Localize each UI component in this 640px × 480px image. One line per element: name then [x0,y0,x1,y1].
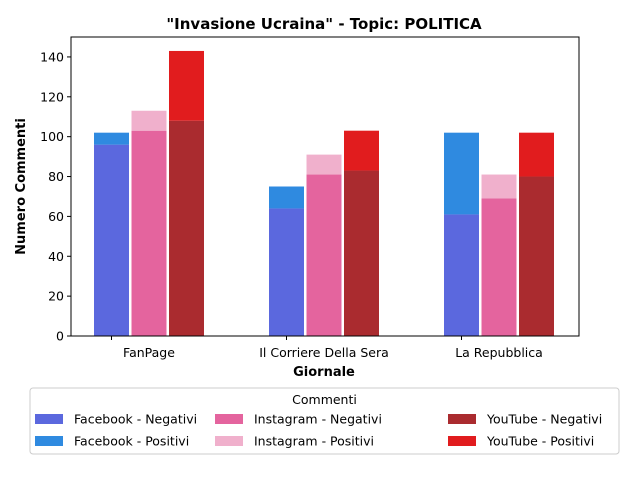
chart-title: "Invasione Ucraina" - Topic: POLITICA [166,15,482,33]
bar-instagram-negativi-il-corriere-della-sera [306,174,342,336]
legend-swatch-youtube-negativi [448,414,476,424]
bar-facebook-negativi-la-repubblica [444,214,479,336]
y-axis: 0 20 40 60 80 100 120 140 [40,49,71,344]
bar-facebook-positivi-fanpage [94,132,129,145]
y-tick-label: 60 [48,209,64,224]
bar-youtube-positivi-il-corriere-della-sera [344,130,379,171]
legend-swatch-facebook-negativi [35,414,63,424]
bar-youtube-negativi-fanpage [169,120,204,336]
x-axis-label: Giornale [293,365,355,380]
bar-youtube-negativi-il-corriere-della-sera [344,170,379,336]
bar-instagram-positivi-la-repubblica [481,174,517,199]
legend-label-youtube-negativi: YouTube - Negativi [486,412,602,427]
bar-instagram-positivi-il-corriere-della-sera [306,154,342,175]
y-tick-label: 80 [48,169,64,184]
legend: Commenti Facebook - Negativi Facebook - P… [29,387,620,455]
legend-swatch-instagram-positivi [215,436,243,446]
bar-facebook-positivi-la-repubblica [444,132,479,215]
bar-youtube-positivi-fanpage [169,50,204,121]
legend-label-youtube-positivi: YouTube - Positivi [486,434,594,449]
legend-label-facebook-negativi: Facebook - Negativi [74,412,197,427]
legend-swatch-facebook-positivi [35,436,63,446]
y-axis-label: Numero Commenti [14,118,29,255]
y-tick-label: 20 [48,289,64,304]
legend-label-facebook-positivi: Facebook - Positivi [74,434,189,449]
plot-frame [70,36,580,337]
bar-facebook-positivi-il-corriere-della-sera [269,186,304,209]
legend-label-instagram-negativi: Instagram - Negativi [254,412,382,427]
legend-title: Commenti [292,392,357,407]
legend-swatch-youtube-positivi [448,436,476,446]
y-tick-label: 120 [40,89,64,104]
bar-youtube-negativi-la-repubblica [519,176,554,336]
bar-facebook-negativi-fanpage [94,144,129,336]
legend-label-instagram-positivi: Instagram - Positivi [254,434,374,449]
bar-instagram-positivi-fanpage [131,110,167,131]
x-tick-label-fanpage: FanPage [123,345,175,360]
bar-youtube-positivi-la-repubblica [519,132,554,177]
y-tick-label: 40 [48,249,64,264]
bar-facebook-negativi-il-corriere-della-sera [269,208,304,336]
x-axis: FanPage Il Corriere Della Sera La Repubbli… [111,336,543,360]
bar-instagram-negativi-fanpage [131,130,167,336]
legend-swatch-instagram-negativi [215,414,243,424]
bars [94,50,554,336]
bar-instagram-negativi-la-repubblica [481,198,517,336]
y-tick-label: 140 [40,49,64,64]
x-tick-label-la-repubblica: La Repubblica [455,345,543,360]
x-tick-label-il-corriere-della-sera: Il Corriere Della Sera [259,345,389,360]
y-tick-label: 0 [56,329,64,344]
y-tick-label: 100 [40,129,64,144]
